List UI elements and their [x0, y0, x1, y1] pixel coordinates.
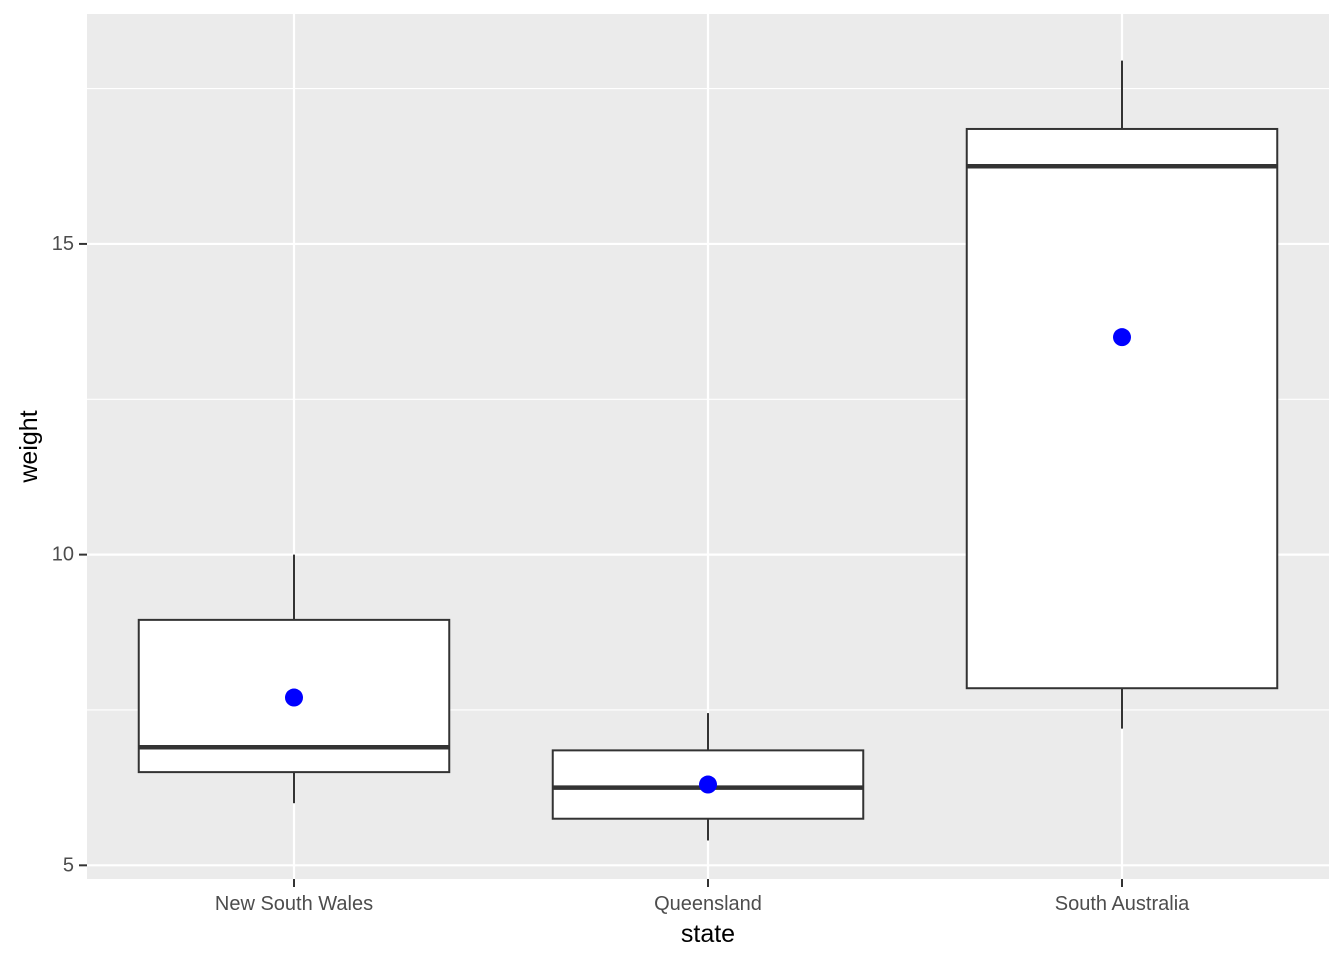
mean-point: [1113, 328, 1131, 347]
boxplot-series: [137, 60, 1279, 841]
x-tick-label: Queensland: [654, 893, 762, 915]
x-axis-title: state: [681, 920, 735, 948]
x-tick-label: New South Wales: [215, 893, 373, 915]
y-axis: 5 10 15: [52, 233, 87, 876]
y-tick-label: 10: [52, 544, 74, 566]
y-tick-label: 5: [63, 854, 74, 876]
x-tick-label: South Australia: [1055, 893, 1190, 915]
x-axis: New South Wales Queensland South Australia: [215, 879, 1190, 915]
box-group: [137, 554, 451, 804]
mean-point: [699, 775, 717, 794]
y-tick-label: 15: [52, 233, 74, 255]
mean-point: [285, 688, 303, 707]
box-group: [965, 60, 1279, 729]
box-iqr: [965, 127, 1279, 690]
y-axis-title: weight: [15, 410, 43, 483]
box-group: [551, 713, 865, 841]
